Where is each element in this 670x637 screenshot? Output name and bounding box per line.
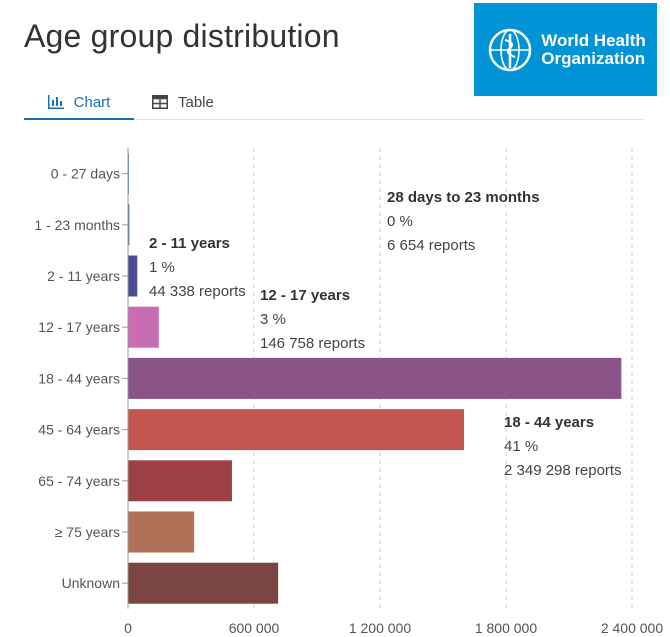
annotation-title: 2 - 11 years bbox=[149, 235, 230, 252]
page-title: Age group distribution bbox=[24, 18, 340, 54]
bar bbox=[128, 255, 138, 297]
x-tick-label: 0 bbox=[124, 620, 132, 636]
tab-table[interactable]: Table bbox=[152, 86, 214, 118]
annotation-title: 28 days to 23 months bbox=[387, 189, 540, 206]
x-tick-label: 1 200 000 bbox=[349, 620, 411, 636]
bar bbox=[128, 562, 279, 604]
y-tick-label: 1 - 23 months bbox=[34, 217, 120, 233]
bar bbox=[128, 511, 195, 553]
logo-text-line2: Organization bbox=[541, 48, 646, 68]
y-tick-label: 65 - 74 years bbox=[38, 473, 120, 489]
bar bbox=[128, 204, 130, 246]
bar bbox=[128, 306, 159, 348]
who-logo: World Health Organization bbox=[474, 3, 657, 96]
tab-table-label: Table bbox=[178, 93, 214, 111]
bar bbox=[128, 357, 622, 399]
y-tick-label: 12 - 17 years bbox=[38, 319, 120, 335]
x-tick-label: 1 800 000 bbox=[475, 620, 537, 636]
annotation-percent: 0 % bbox=[387, 213, 413, 230]
y-tick-label: 18 - 44 years bbox=[38, 370, 120, 386]
y-tick-label: 0 - 27 days bbox=[51, 166, 120, 182]
annotation-title: 12 - 17 years bbox=[260, 287, 350, 304]
annotation-percent: 3 % bbox=[260, 311, 286, 328]
annotation-reports: 2 349 298 reports bbox=[504, 462, 622, 479]
annotation-reports: 44 338 reports bbox=[149, 283, 246, 300]
logo-text-line1: World Health bbox=[541, 30, 646, 50]
y-tick-label: ≥ 75 years bbox=[55, 524, 120, 540]
view-tabs: Chart Table bbox=[24, 82, 644, 120]
annotation-title: 18 - 44 years bbox=[504, 414, 594, 431]
bar-chart-icon bbox=[47, 95, 64, 109]
table-icon bbox=[152, 95, 168, 109]
who-emblem-icon bbox=[488, 28, 532, 71]
y-tick-label: Unknown bbox=[62, 575, 120, 591]
age-bar-chart: 0 600 000 1 200 000 1 800 000 2 400 000 0 - 2… bbox=[34, 148, 663, 636]
annotation-reports: 6 654 reports bbox=[387, 237, 475, 254]
annotation-reports: 146 758 reports bbox=[260, 335, 365, 352]
tab-chart-label: Chart bbox=[73, 93, 111, 111]
annotation-percent: 41 % bbox=[504, 438, 538, 455]
annotation-percent: 1 % bbox=[149, 259, 175, 276]
bar bbox=[128, 460, 232, 502]
bar bbox=[128, 409, 464, 451]
x-tick-label: 2 400 000 bbox=[601, 620, 663, 636]
x-tick-label: 600 000 bbox=[229, 620, 280, 636]
tab-chart[interactable]: Chart bbox=[24, 86, 134, 120]
y-tick-label: 2 - 11 years bbox=[47, 268, 120, 284]
who-logo-text: World Health Organization bbox=[541, 30, 646, 68]
y-tick-label: 45 - 64 years bbox=[38, 422, 120, 438]
